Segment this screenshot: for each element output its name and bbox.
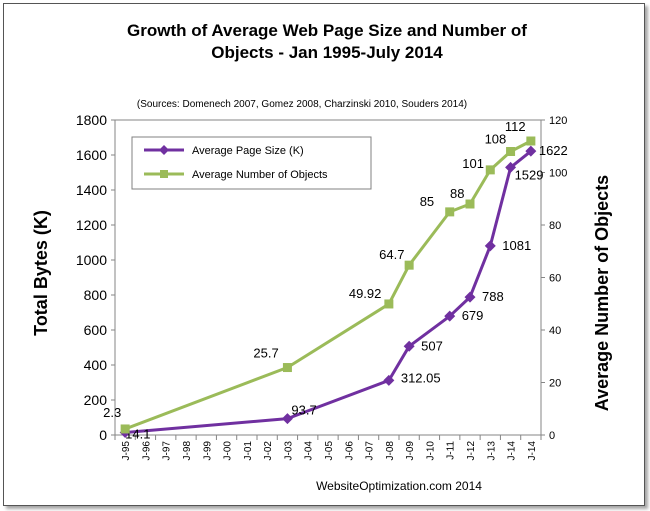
x-tick-label: J-97	[162, 441, 173, 461]
data-point-page-size	[525, 145, 537, 157]
chart-title-line-1: Growth of Average Web Page Size and Numb…	[127, 21, 527, 40]
data-label-page-size: 507	[421, 338, 443, 353]
data-point-objects	[120, 424, 130, 434]
y-tick-label: 1600	[76, 147, 107, 163]
legend-marker-objects	[160, 170, 168, 178]
x-tick-label: J-12	[466, 441, 477, 461]
data-label-page-size: 312.05	[401, 370, 441, 385]
y-tick-label: 200	[84, 392, 108, 408]
data-label-page-size: 1529	[515, 167, 544, 182]
chart-subtitle: (Sources: Domenech 2007, Gomez 2008, Cha…	[137, 99, 467, 110]
y2-tick-label: 0	[549, 430, 555, 442]
data-label-page-size: 93.7	[291, 403, 316, 418]
data-point-objects	[384, 299, 394, 309]
y2-axis-title: Average Number of Objects	[592, 175, 612, 411]
x-tick-label: J-00	[223, 441, 234, 461]
x-tick-label: J-08	[385, 441, 396, 461]
x-tick-label: J-13	[486, 441, 497, 461]
data-point-page-size	[444, 310, 456, 322]
data-label-objects: 25.7	[253, 346, 278, 361]
data-label-objects: 2.3	[103, 405, 121, 420]
y-tick-label: 400	[84, 357, 108, 373]
x-tick-label: J-04	[304, 441, 315, 461]
data-label-page-size: 1622	[539, 143, 568, 158]
data-label-page-size: 14.1	[125, 427, 150, 442]
x-tick-label: J-09	[405, 441, 416, 461]
x-tick-label: J-98	[182, 441, 193, 461]
legend-box	[131, 136, 372, 190]
x-tick-label: J-11	[446, 441, 457, 460]
data-point-objects	[465, 199, 475, 209]
y-tick-label: 800	[84, 287, 108, 303]
data-point-objects	[445, 207, 455, 217]
y2-tick-label: 60	[549, 273, 561, 285]
data-point-objects	[485, 165, 495, 175]
data-point-page-size	[505, 161, 517, 173]
x-tick-label: J-02	[263, 441, 274, 461]
data-label-objects: 112	[505, 119, 526, 134]
data-point-objects	[404, 260, 414, 270]
data-point-page-size	[281, 413, 293, 425]
data-label-page-size: 679	[462, 308, 484, 323]
data-label-page-size: 788	[482, 289, 504, 304]
data-label-objects: 108	[485, 132, 507, 147]
y2-tick-label: 100	[549, 168, 567, 180]
data-label-objects: 85	[420, 194, 434, 209]
data-point-objects	[526, 136, 536, 146]
data-point-page-size	[484, 240, 496, 252]
chart-title-line-2: Objects - Jan 1995-July 2014	[211, 43, 443, 62]
y-tick-label: 600	[84, 322, 108, 338]
x-tick-label: J-03	[283, 441, 294, 461]
x-tick-label: J-06	[344, 441, 355, 461]
data-label-objects: 88	[450, 186, 464, 201]
y2-tick-label: 120	[549, 115, 567, 127]
y2-tick-label: 40	[549, 325, 561, 337]
plot-area: 0 200 400 600 800 1000 1200 1400 1600 1800 0 20 40 60…	[76, 112, 568, 460]
legend-label-page-size: Average Page Size (K)	[192, 145, 304, 157]
y-tick-label: 0	[99, 427, 107, 443]
x-tick-label: J-96	[141, 441, 152, 461]
y-tick-label: 1400	[76, 182, 107, 198]
data-point-objects	[282, 363, 292, 373]
chart-footer: WebsiteOptimization.com 2014	[316, 479, 482, 493]
chart-frame: Growth of Average Web Page Size and Numb…	[3, 3, 645, 506]
data-point-page-size	[403, 340, 415, 352]
x-tick-label: J-99	[202, 441, 213, 461]
data-label-page-size: 1081	[502, 238, 531, 253]
y2-tick-label: 20	[549, 378, 561, 390]
y-tick-label: 1200	[76, 217, 107, 233]
data-label-objects: 101	[462, 156, 484, 171]
x-tick-label: J-14	[507, 441, 518, 461]
data-label-objects: 64.7	[379, 247, 404, 262]
y-tick-label: 1800	[76, 112, 107, 128]
data-point-page-size	[383, 374, 395, 386]
data-point-page-size	[464, 291, 476, 303]
x-tick-label: J-07	[365, 441, 376, 461]
x-tick-label: J-14	[527, 441, 538, 461]
chart-svg: Growth of Average Web Page Size and Numb…	[31, 21, 612, 493]
data-point-objects	[506, 147, 516, 156]
x-tick-label: J-95	[121, 441, 132, 461]
x-tick-label: J-10	[425, 441, 436, 461]
y2-tick-label: 80	[549, 220, 561, 232]
y-tick-label: 1000	[76, 252, 107, 268]
y-axis-title: Total Bytes (K)	[31, 210, 51, 336]
legend-marker-page-size	[159, 145, 169, 155]
legend-label-objects: Average Number of Objects	[192, 169, 328, 181]
data-label-objects: 49.92	[349, 286, 382, 301]
x-tick-label: J-05	[324, 441, 335, 461]
x-tick-label: J-01	[243, 441, 254, 461]
legend: Average Page Size (K) Average Number of …	[131, 136, 372, 190]
